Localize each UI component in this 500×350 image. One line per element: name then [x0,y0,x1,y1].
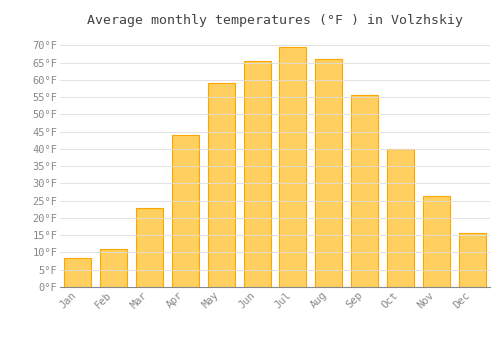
Bar [244,61,270,287]
Bar [136,208,163,287]
Bar [64,258,92,287]
Bar [423,196,450,287]
Title: Average monthly temperatures (°F ) in Volzhskiy: Average monthly temperatures (°F ) in Vo… [87,14,463,27]
Bar [387,149,414,287]
Bar [100,249,127,287]
Bar [351,96,378,287]
Bar [316,59,342,287]
Bar [208,83,234,287]
Bar [458,233,485,287]
Bar [172,135,199,287]
Bar [280,47,306,287]
